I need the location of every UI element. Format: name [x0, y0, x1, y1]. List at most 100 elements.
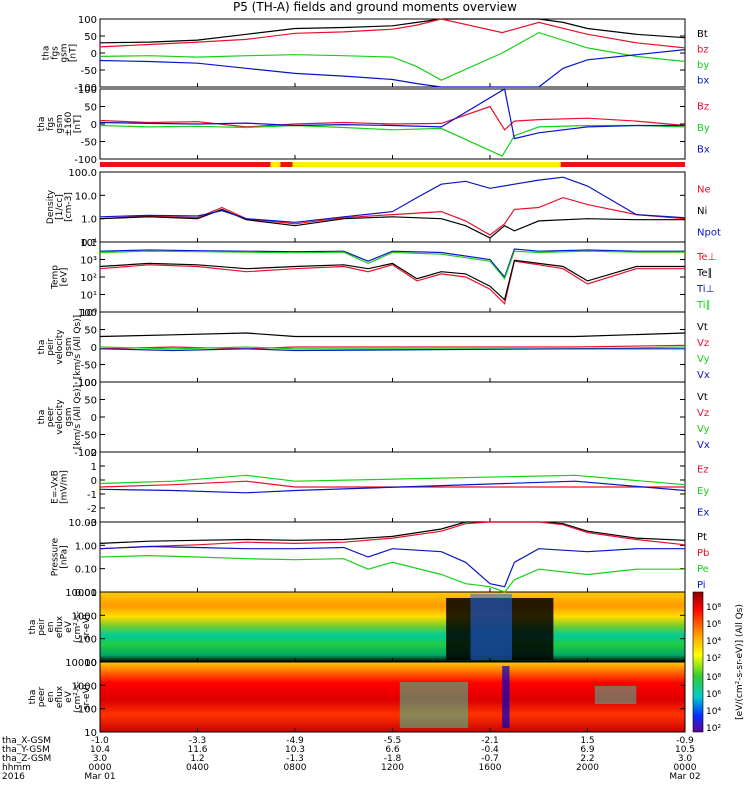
density-legend-Npot: Npot	[697, 227, 721, 238]
efield-series-Ex	[99, 480, 686, 494]
ele_spec-spectrogram	[100, 662, 685, 732]
fgs-legend-Bt: Bt	[697, 29, 708, 40]
vel_i-legend-Vz: Vz	[697, 338, 709, 349]
temp-ytick-label: 10⁰	[80, 308, 97, 319]
orbit-value: 1.2	[190, 754, 204, 764]
status-bar-segment-4	[560, 162, 685, 167]
orbit-row-label: tha_Z-GSM	[2, 754, 51, 764]
efield-series-Ez	[99, 480, 685, 488]
fgs_dsl-series-By	[99, 124, 686, 157]
colorbar-tick-upper: 10⁸	[706, 603, 721, 613]
ion_spec-ylabel: (cm²-s-	[73, 611, 83, 643]
vel_i-legend-Vy: Vy	[697, 354, 710, 365]
colorbar-tick-upper: 10⁶	[706, 620, 721, 630]
ele-spec-cyan-patch	[594, 686, 637, 704]
vel_e-ytick-label: 0	[91, 413, 97, 424]
orbit-row-label: tha_Y-GSM	[2, 745, 50, 755]
pressure-series-Pb	[99, 521, 686, 550]
fgs_dsl-ylabel: fgs	[46, 117, 56, 131]
efield-series-Ey	[99, 474, 686, 486]
temp-ytick-label: 10¹	[80, 291, 97, 302]
ele_spec-ytick-label: 10000	[65, 658, 97, 669]
ion_spec-ytick-label: 10000	[65, 588, 97, 599]
vel_e-ylabel: gsm	[64, 407, 74, 426]
ion_spec-ylabel: sr-eV)	[82, 614, 92, 640]
ele_spec-ytick-label: 100	[78, 705, 97, 716]
ion_spec-ylabel: tha	[28, 620, 38, 635]
vel_i-ylabel: [km/s (All Qs)]	[73, 315, 83, 379]
vel_i-ytick-label: 50	[84, 326, 97, 337]
temp-legend-Te⊥: Te⊥	[696, 252, 716, 263]
fgs-ylabel: tha	[42, 46, 52, 61]
orbit-value: 3.0	[678, 754, 693, 764]
ion_spec-ylabel: eflux	[55, 615, 65, 638]
orbit-row-label: hhmm	[2, 763, 31, 773]
temp-legend-Ti⊥: Ti⊥	[696, 284, 714, 295]
pressure-legend-Pe: Pe	[697, 564, 709, 575]
density-legend-Ne: Ne	[697, 185, 711, 196]
fgs_dsl-legend-Bz: Bz	[697, 102, 709, 113]
pressure-legend-Pi: Pi	[697, 580, 706, 591]
fgs-ylabel: fgs	[51, 46, 61, 60]
fgs-ytick-label: -100	[74, 83, 97, 94]
orbit-row-label: 2016	[2, 772, 25, 782]
page-title: P5 (TH-A) fields and ground moments over…	[233, 0, 517, 14]
vel_e-ytick-label: 50	[84, 396, 97, 407]
orbit-value: 11.6	[187, 745, 207, 755]
status-bar-segment-0	[100, 162, 271, 167]
ion_spec-ylabel: peir	[37, 618, 47, 636]
efield-ytick-label: -3	[87, 518, 97, 529]
fgs_dsl-legend-Bx: Bx	[697, 144, 710, 155]
orbit-value: 6.9	[580, 745, 595, 755]
temp-legend-Te∥: Te∥	[696, 268, 713, 279]
vel_i-series-Vt	[99, 332, 686, 338]
orbit-date: Mar 02	[669, 772, 700, 782]
fgs_dsl-ylabel: tha	[37, 117, 47, 132]
orbit-value: -0.7	[481, 754, 499, 764]
orbit-value: -1.3	[286, 754, 304, 764]
orbit-value: 2.2	[580, 754, 594, 764]
fgs-legend-bz: bz	[697, 44, 709, 55]
vel_e-ytick-label: 100	[78, 378, 97, 389]
status-bar-segment-3	[292, 162, 561, 167]
density-ylabel: [1/cc]	[55, 194, 65, 220]
ion_spec-ytick-label: 100	[78, 635, 97, 646]
temp-ytick-label: 10⁴	[80, 238, 97, 249]
fgs-series-Bt	[99, 18, 686, 44]
ion_spec-ylabel: eV	[64, 620, 74, 633]
pressure-series-Pe	[99, 554, 685, 593]
vel_e-ytick-label: -100	[74, 448, 97, 459]
density-series-Npot	[99, 176, 686, 223]
fgs-ylabel: gsm	[60, 43, 70, 62]
orbit-value: -1.8	[384, 754, 402, 764]
colorbar-tick-upper: 10²	[706, 654, 721, 664]
vel_i-legend-Vt: Vt	[697, 322, 708, 333]
vel_e-legend-Vx: Vx	[697, 440, 710, 451]
orbit-value: 3.0	[93, 754, 108, 764]
orbit-value: -3.3	[189, 736, 207, 746]
vel_i-ytick-label: -50	[81, 361, 97, 372]
colorbar-tick-lower: 10⁶	[706, 690, 721, 700]
fgs_dsl-ylabel: [nT]	[73, 115, 83, 133]
fgs-series-bx	[99, 49, 686, 88]
vel_e-ylabel: tha	[37, 410, 47, 425]
orbit-value: -4.9	[286, 736, 304, 746]
vel_i-ylabel: velocity	[55, 329, 65, 365]
density-ylabel: [cm-3]	[64, 192, 74, 222]
orbit-value: -5.5	[384, 736, 402, 746]
efield-legend-Ey: Ey	[697, 486, 709, 497]
orbit-value: 10.3	[285, 745, 305, 755]
fgs_dsl-ylabel: ±160	[64, 111, 74, 136]
pressure-ytick-label: 0.10	[75, 565, 97, 576]
pressure-ytick-label: 0.01	[75, 588, 97, 599]
ele_spec-ylabel: eV	[64, 690, 74, 703]
orbit-row-label: tha_X-GSM	[2, 736, 51, 746]
fgs_dsl-ytick-label: -50	[81, 138, 97, 149]
status-bar-segment-1	[270, 162, 281, 167]
colorbar-tick-lower: 10⁴	[706, 707, 721, 717]
ele_spec-ylabel: peer	[37, 686, 47, 707]
pressure-ytick-label: 10.00	[68, 518, 97, 529]
density-series-Ne	[99, 196, 686, 236]
ele_spec-ylabel: (cm²-s-	[73, 681, 83, 713]
ion_spec-ylabel: en	[46, 621, 56, 632]
